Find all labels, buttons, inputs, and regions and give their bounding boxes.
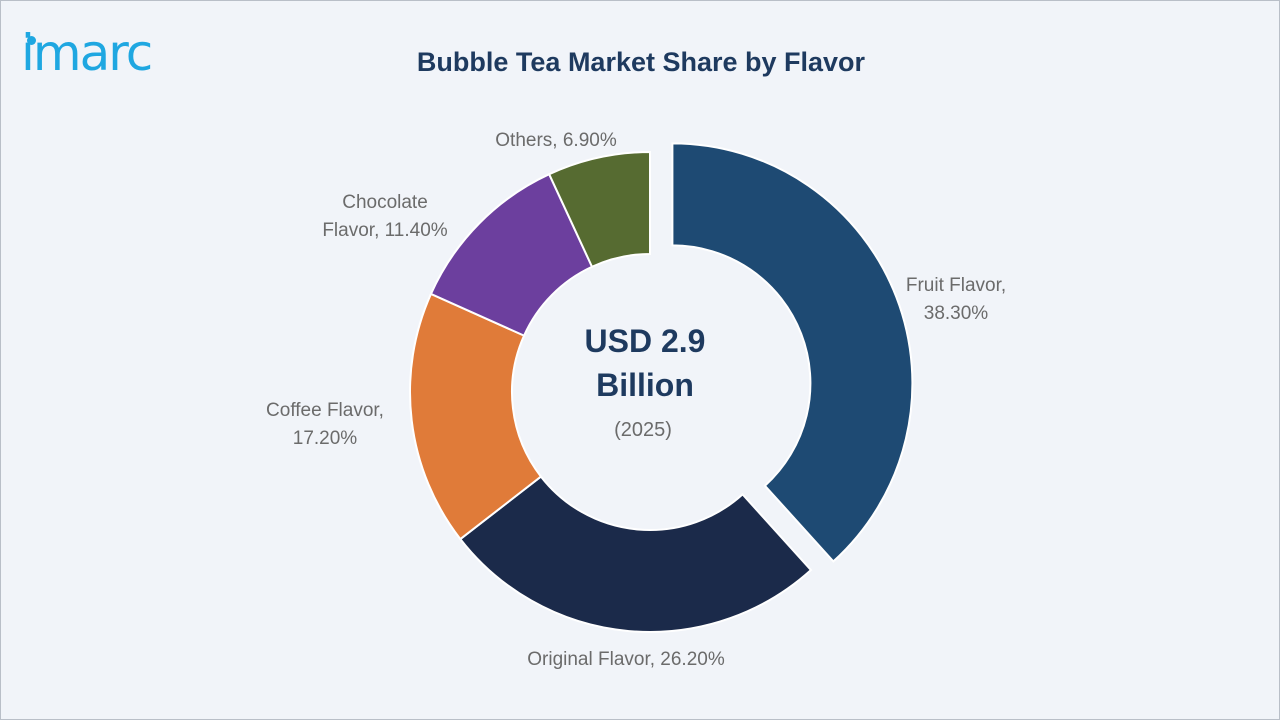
label-coffee-flavor: Coffee Flavor, 17.20%	[266, 400, 384, 449]
label-chocolate-flavor: Chocolate Flavor, 11.40%	[322, 192, 447, 241]
label-fruit-flavor: Fruit Flavor, 38.30%	[906, 275, 1006, 324]
slice-others	[547, 150, 651, 269]
center-year: (2025)	[614, 419, 672, 441]
labels-group: Fruit Flavor, 38.30% Original Flavor, 26.2…	[266, 130, 1006, 670]
center-value-line2: Billion	[596, 367, 694, 403]
slices-group	[409, 142, 914, 633]
slice-coffee-flavor	[409, 292, 543, 541]
logo-text: imarc	[21, 24, 153, 82]
logo-dot	[27, 36, 36, 45]
slice-fruit-flavor	[671, 142, 914, 563]
center-value-line1: USD 2.9	[585, 323, 706, 359]
chart-title: Bubble Tea Market Share by Flavor	[416, 47, 866, 77]
slice-original-flavor	[458, 475, 813, 633]
imarc-logo: imarc	[21, 23, 201, 83]
label-original-flavor: Original Flavor, 26.20%	[527, 649, 725, 670]
label-others: Others, 6.90%	[495, 130, 617, 151]
